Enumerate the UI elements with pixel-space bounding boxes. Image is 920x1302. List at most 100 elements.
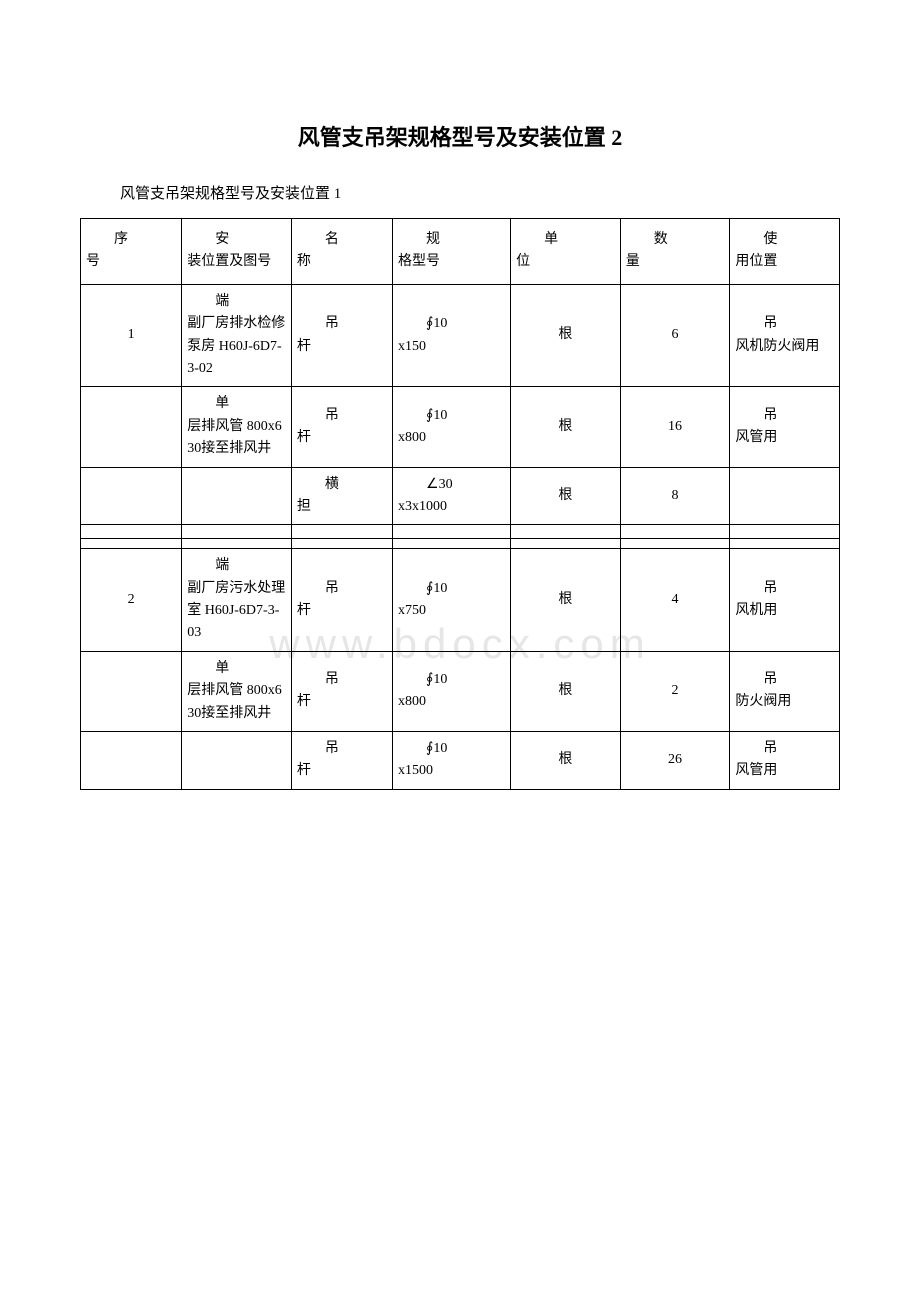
header-use-l1: 使: [735, 229, 834, 251]
header-name-l1: 名: [297, 229, 387, 251]
cell-seq: 2: [81, 549, 182, 652]
cell-name-rest: 杆: [297, 694, 311, 709]
cell-spec: ∮10 x150: [393, 284, 511, 387]
cell-unit: 根: [511, 732, 621, 790]
cell-name-lead: 吊: [297, 405, 387, 427]
cell-spec-l1: ∮10: [398, 313, 505, 335]
table-row: 单 层排风管 800x630接至排风井 吊 杆 ∮10 x800 根 2 吊 防…: [81, 651, 840, 731]
header-spec-l1: 规: [398, 229, 505, 251]
cell-name: 吊 杆: [291, 651, 392, 731]
table-row: 吊 杆 ∮10 x1500 根 26 吊 风管用: [81, 732, 840, 790]
cell-unit: 根: [511, 387, 621, 467]
cell-use-rest: 风机防火阀用: [735, 339, 819, 354]
cell-name-rest: 担: [297, 499, 311, 514]
cell-use: 吊 防火阀用: [730, 651, 840, 731]
cell-use: 吊 风管用: [730, 387, 840, 467]
cell-spec: ∮10 x800: [393, 387, 511, 467]
cell-use: 吊 风机防火阀用: [730, 284, 840, 387]
cell-name: 吊 杆: [291, 732, 392, 790]
cell-use-lead: 吊: [735, 313, 834, 335]
cell-spec-l2: x800: [398, 691, 505, 713]
header-pos-l2: 装位置及图号: [187, 254, 271, 269]
cell-qty: 8: [620, 467, 730, 525]
table-row: 横 担 ∠30 x3x1000 根 8: [81, 467, 840, 525]
cell-pos-lead: 端: [187, 291, 286, 313]
separator-row: [81, 525, 840, 539]
cell-qty: 6: [620, 284, 730, 387]
cell-spec-l2: x750: [398, 600, 505, 622]
cell-spec: ∠30 x3x1000: [393, 467, 511, 525]
cell-spec-l1: ∮10: [398, 738, 505, 760]
cell-seq: [81, 732, 182, 790]
header-unit-l2: 位: [516, 254, 530, 269]
cell-name-lead: 吊: [297, 313, 387, 335]
cell-pos-rest: 层排风管 800x630接至排风井: [187, 683, 282, 720]
spacer-row: [81, 539, 840, 549]
cell-unit: 根: [511, 549, 621, 652]
cell-spec-l2: x800: [398, 427, 505, 449]
cell-name-lead: 吊: [297, 669, 387, 691]
cell-pos-rest: 层排风管 800x630接至排风井: [187, 419, 282, 456]
cell-name-rest: 杆: [297, 339, 311, 354]
header-seq-l1: 序: [86, 229, 176, 251]
cell-pos-rest: 副厂房污水处理室 H60J-6D7-3-03: [187, 581, 285, 641]
spec-table: 序 号 安 装位置及图号 名 称 规 格型号 单 位 数 量 使 用位置 1: [80, 218, 840, 790]
cell-name-rest: 杆: [297, 603, 311, 618]
cell-spec-l1: ∮10: [398, 405, 505, 427]
table-row: 单 层排风管 800x630接至排风井 吊 杆 ∮10 x800 根 16 吊 …: [81, 387, 840, 467]
cell-pos: [182, 467, 292, 525]
cell-name-lead: 横: [297, 474, 387, 496]
cell-use: 吊 风管用: [730, 732, 840, 790]
header-name: 名 称: [291, 219, 392, 285]
header-use-l2: 用位置: [735, 254, 777, 269]
cell-spec-l1: ∮10: [398, 669, 505, 691]
header-spec-l2: 格型号: [398, 254, 440, 269]
cell-pos-lead: 单: [187, 658, 286, 680]
cell-use-lead: 吊: [735, 405, 834, 427]
cell-spec-l2: x1500: [398, 760, 505, 782]
header-seq-l2: 号: [86, 254, 100, 269]
header-seq: 序 号: [81, 219, 182, 285]
header-spec: 规 格型号: [393, 219, 511, 285]
header-qty-l2: 量: [626, 254, 640, 269]
table-header-row: 序 号 安 装位置及图号 名 称 规 格型号 单 位 数 量 使 用位置: [81, 219, 840, 285]
cell-name: 横 担: [291, 467, 392, 525]
cell-pos-lead: 单: [187, 393, 286, 415]
header-pos-l1: 安: [187, 229, 286, 251]
cell-unit: 根: [511, 467, 621, 525]
cell-pos-rest: 副厂房排水检修泵房 H60J-6D7-3-02: [187, 316, 285, 376]
header-use: 使 用位置: [730, 219, 840, 285]
cell-use-lead: 吊: [735, 738, 834, 760]
cell-name: 吊 杆: [291, 387, 392, 467]
cell-use-rest: 风机用: [735, 603, 777, 618]
cell-name-rest: 杆: [297, 430, 311, 445]
cell-seq: [81, 387, 182, 467]
cell-spec: ∮10 x750: [393, 549, 511, 652]
header-qty: 数 量: [620, 219, 730, 285]
header-pos: 安 装位置及图号: [182, 219, 292, 285]
cell-use-lead: 吊: [735, 578, 834, 600]
cell-pos: 端 副厂房排水检修泵房 H60J-6D7-3-02: [182, 284, 292, 387]
cell-seq: [81, 651, 182, 731]
cell-seq: 1: [81, 284, 182, 387]
cell-unit: 根: [511, 651, 621, 731]
cell-name-lead: 吊: [297, 738, 387, 760]
header-qty-l1: 数: [626, 229, 725, 251]
cell-qty: 4: [620, 549, 730, 652]
cell-use-rest: 防火阀用: [735, 694, 791, 709]
cell-use: [730, 467, 840, 525]
header-unit-l1: 单: [516, 229, 615, 251]
cell-pos: 端 副厂房污水处理室 H60J-6D7-3-03: [182, 549, 292, 652]
cell-spec: ∮10 x1500: [393, 732, 511, 790]
cell-spec-l2: x150: [398, 336, 505, 358]
cell-use-rest: 风管用: [735, 763, 777, 778]
cell-use: 吊 风机用: [730, 549, 840, 652]
cell-use-rest: 风管用: [735, 430, 777, 445]
cell-name-lead: 吊: [297, 578, 387, 600]
cell-spec-l1: ∠30: [398, 474, 505, 496]
cell-qty: 16: [620, 387, 730, 467]
cell-spec-l2: x3x1000: [398, 496, 505, 518]
cell-name: 吊 杆: [291, 549, 392, 652]
header-name-l2: 称: [297, 254, 311, 269]
cell-name-rest: 杆: [297, 763, 311, 778]
